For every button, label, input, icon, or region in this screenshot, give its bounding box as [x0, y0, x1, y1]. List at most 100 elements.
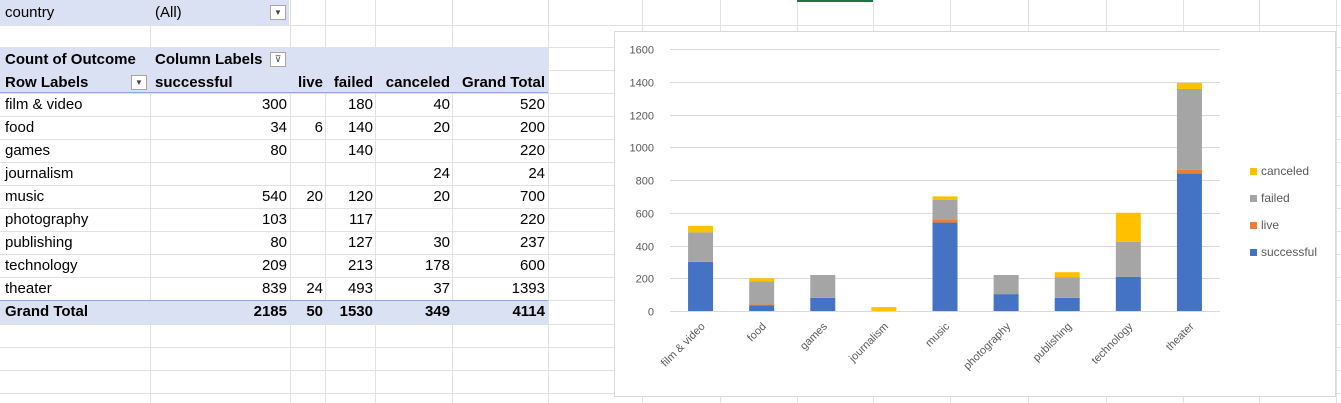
- pivot-cell-successful: 80: [270, 234, 287, 251]
- legend-swatch-successful: [1250, 249, 1257, 256]
- pivot-row-label: food: [5, 119, 35, 136]
- bar-successful: [749, 305, 775, 311]
- pivot-cell-failed: 213: [347, 257, 373, 274]
- x-tick-label: photography: [961, 320, 1013, 372]
- pivot-row-label: games: [5, 142, 51, 159]
- filter-value: (All): [155, 4, 182, 21]
- legend-label: live: [1261, 218, 1279, 232]
- bar-failed: [1115, 241, 1141, 277]
- bar-canceled: [688, 225, 714, 233]
- pivot-cell-failed: 140: [347, 119, 373, 136]
- x-tick-label: publishing: [1031, 321, 1075, 365]
- pivot-cell-total: 700: [519, 188, 545, 205]
- pivot-cell-failed: 180: [347, 96, 373, 113]
- bar-canceled: [1115, 212, 1141, 242]
- pivot-cell-failed: 493: [347, 280, 373, 297]
- x-tick-label: games: [798, 320, 830, 352]
- pivot-cell-successful: 103: [261, 211, 287, 228]
- pivot-row-label: publishing: [5, 234, 73, 251]
- bar-successful: [932, 222, 958, 311]
- chart-panel[interactable]: 0 200 400 600 800 1000 1200 1400 1600 film & vide…: [614, 31, 1336, 397]
- pivot-cell-total: 1393: [511, 280, 545, 297]
- pivot-cell-successful: 80: [270, 142, 287, 159]
- column-filter-button[interactable]: ⊽: [270, 52, 286, 67]
- pivot-header-divider: [0, 92, 548, 93]
- pivot-cell-total: 220: [519, 211, 545, 228]
- pivot-row-label: theater: [5, 280, 52, 297]
- grand-total-total: 4114: [512, 303, 545, 320]
- grand-total-failed: 1530: [339, 303, 373, 320]
- grand-total-live: 50: [306, 303, 323, 320]
- bar-successful: [688, 261, 714, 311]
- header-grand-total: Grand Total: [461, 74, 545, 91]
- pivot-cell-failed: 127: [347, 234, 373, 251]
- header-live: live: [297, 74, 323, 91]
- y-tick-label: 600: [636, 209, 654, 221]
- pivot-cell-canceled: 40: [433, 96, 450, 113]
- x-tick-label: food: [745, 321, 769, 345]
- filter-label-cell: [0, 0, 150, 25]
- pivot-cell-canceled: 30: [433, 234, 450, 251]
- legend-label: canceled: [1261, 164, 1309, 178]
- grand-total-successful: 2185: [253, 303, 287, 320]
- pivot-row-label: journalism: [5, 165, 74, 182]
- grand-total-canceled: 349: [424, 303, 450, 320]
- pivot-value-label: Count of Outcome: [5, 51, 136, 68]
- bar-failed: [1176, 88, 1202, 170]
- pivot-cell-canceled: 24: [433, 165, 450, 182]
- pivot-total-band: [0, 300, 548, 324]
- y-tick-label: 800: [636, 176, 654, 188]
- legend-label: successful: [1261, 245, 1317, 259]
- bar-canceled: [1176, 82, 1202, 89]
- pivot-cell-live: 24: [306, 280, 323, 297]
- pivot-row-label: technology: [5, 257, 78, 274]
- pivot-cell-total: 24: [528, 165, 545, 182]
- y-tick-label: 1000: [630, 143, 654, 155]
- y-tick-label: 0: [648, 307, 654, 319]
- pivot-cell-live: 20: [306, 188, 323, 205]
- bar-failed: [810, 274, 836, 298]
- pivot-row-labels: Row Labels: [5, 74, 89, 91]
- x-tick-label: music: [923, 320, 952, 349]
- pivot-column-labels: Column Labels: [155, 51, 263, 68]
- bar-failed: [993, 274, 1019, 295]
- row-filter-button[interactable]: ▼: [131, 75, 147, 90]
- pivot-cell-canceled: 37: [433, 280, 450, 297]
- pivot-cell-canceled: 20: [433, 119, 450, 136]
- pivot-cell-successful: 839: [261, 280, 287, 297]
- filter-dropdown-button[interactable]: ▼: [270, 5, 286, 20]
- bar-canceled: [749, 278, 775, 282]
- active-cell-indicator: [797, 0, 873, 2]
- header-failed: failed: [333, 74, 373, 91]
- x-tick-label: theater: [1164, 320, 1197, 353]
- pivot-cell-failed: 120: [347, 188, 373, 205]
- bar-live: [749, 304, 775, 306]
- pivot-cell-total: 520: [519, 96, 545, 113]
- x-tick-label: technology: [1089, 320, 1135, 366]
- pivot-cell-successful: 209: [261, 257, 287, 274]
- pivot-cell-live: 6: [314, 119, 323, 136]
- chevron-down-icon: ▼: [135, 78, 143, 87]
- x-tick-label: film & video: [659, 321, 708, 370]
- bar-successful: [1176, 173, 1202, 311]
- bar-canceled: [1054, 272, 1080, 278]
- header-canceled: canceled: [385, 74, 450, 91]
- bar-failed: [688, 232, 714, 262]
- stacked-bar-chart: 0 200 400 600 800 1000 1200 1400 1600 film & vide…: [630, 45, 1318, 373]
- pivot-cell-total: 220: [519, 142, 545, 159]
- pivot-row-label: photography: [5, 211, 89, 228]
- x-tick-label: journalism: [846, 321, 891, 366]
- pivot-cell-failed: 140: [347, 142, 373, 159]
- bar-failed: [1054, 277, 1080, 298]
- y-tick-label: 1600: [630, 45, 654, 57]
- pivot-cell-total: 200: [519, 119, 545, 136]
- filter-sort-icon: ⊽: [274, 54, 282, 64]
- header-successful: successful: [155, 74, 233, 91]
- legend-swatch-failed: [1250, 195, 1257, 202]
- bar-failed: [749, 281, 775, 305]
- y-tick-label: 400: [636, 242, 654, 254]
- pivot-cell-successful: 34: [270, 119, 287, 136]
- pivot-row-label: music: [5, 188, 45, 205]
- bar-successful: [810, 297, 836, 311]
- y-tick-label: 1400: [630, 78, 654, 90]
